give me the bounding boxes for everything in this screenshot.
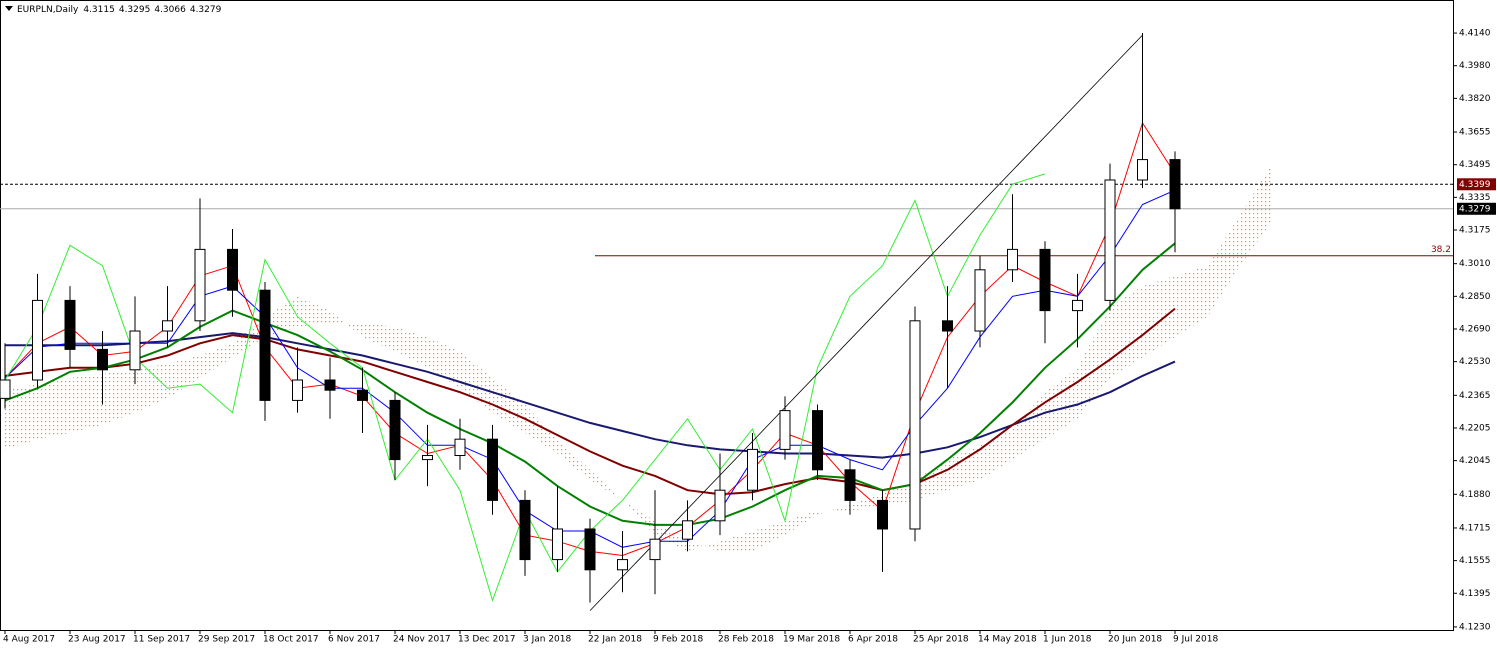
x-tick-label: 3 Jan 2018: [523, 635, 571, 645]
plot: 38.2: [0, 33, 1453, 611]
y-tick-label: 4.4140: [1459, 29, 1491, 39]
y-tick-label: 4.3980: [1459, 61, 1491, 71]
indicator-line: [5, 332, 1176, 459]
x-tick-label: 13 Dec 2017: [458, 635, 516, 645]
candle-body: [422, 455, 433, 461]
candle-body: [714, 489, 726, 522]
trendline: [589, 34, 1143, 611]
y-tick-label: 4.3820: [1459, 94, 1491, 104]
x-tick-label: 20 Jun 2018: [1108, 635, 1162, 645]
x-tick-label: 28 Feb 2018: [718, 635, 774, 645]
y-tick-label: 4.2530: [1459, 357, 1491, 367]
high: 4.3295: [119, 5, 151, 15]
plot-frame: [0, 0, 1454, 631]
x-tick-label: 24 Nov 2017: [393, 635, 451, 645]
y-tick-label: 4.2365: [1459, 391, 1491, 401]
low: 4.3066: [154, 5, 186, 15]
candle-body: [812, 410, 823, 471]
y-tick-label: 4.1395: [1459, 589, 1491, 599]
price-box: [1457, 178, 1496, 191]
candle-body: [1072, 299, 1083, 312]
candle-body: [129, 330, 141, 371]
x-tick-label: 14 May 2018: [978, 635, 1037, 645]
y-tick-label: 4.1555: [1459, 556, 1491, 566]
y-tick-label: 4.2045: [1459, 456, 1491, 466]
x-tick-label: 11 Sep 2017: [133, 635, 190, 645]
candle-body: [909, 320, 921, 530]
candle-body: [584, 528, 596, 571]
close: 4.3279: [190, 5, 222, 15]
y-tick-label: 4.2690: [1459, 324, 1491, 334]
symbol: EURPLN,Daily: [17, 5, 79, 15]
candle-body: [162, 320, 173, 332]
y-tick-label: 4.2850: [1459, 292, 1491, 302]
candle-body: [1104, 179, 1116, 301]
candle-body: [617, 559, 628, 571]
x-tick-label: 23 Aug 2017: [68, 635, 126, 645]
y-tick-label: 4.3175: [1459, 226, 1491, 236]
x-tick-label: 4 Aug 2017: [3, 635, 55, 645]
y-tick-label: 4.3655: [1459, 128, 1491, 138]
price-box: [1457, 202, 1496, 215]
x-tick-label: 9 Feb 2018: [653, 635, 704, 645]
x-tick-label: 25 Apr 2018: [913, 635, 969, 645]
candle-body: [357, 389, 368, 401]
candle-body: [259, 289, 271, 401]
candle-body: [32, 299, 43, 381]
y-tick-label: 4.1880: [1459, 490, 1491, 500]
candle-body: [1007, 248, 1018, 271]
chart-header: EURPLN,Daily 4.3115 4.3295 4.3066 4.3279: [17, 5, 222, 15]
candle-body: [454, 438, 466, 457]
candle-body: [292, 379, 303, 401]
candle-body: [1137, 159, 1148, 181]
candle-body: [942, 320, 953, 332]
y-tick-label: 4.3495: [1459, 160, 1491, 170]
candle-body: [97, 348, 108, 371]
candle-body: [194, 248, 206, 322]
x-tick-label: 29 Sep 2017: [198, 635, 255, 645]
candle-body: [779, 410, 791, 450]
candle-body: [324, 379, 336, 391]
fibo-label: 38.2: [1431, 245, 1451, 255]
candle-body: [1039, 248, 1051, 312]
candle-body: [552, 528, 563, 561]
price-label: 4.3279: [1459, 204, 1491, 214]
x-tick-label: 6 Apr 2018: [848, 635, 898, 645]
y-tick-label: 4.1230: [1459, 622, 1491, 632]
open: 4.3115: [83, 5, 115, 15]
candle-body: [877, 499, 888, 530]
candle-body: [64, 299, 76, 350]
candle-body: [974, 269, 986, 332]
candle-body: [747, 448, 758, 491]
indicator-line: [4, 307, 1176, 496]
x-tick-label: 22 Jan 2018: [588, 635, 642, 645]
candle-body: [487, 438, 498, 501]
menu-icon: [5, 6, 13, 11]
price-label: 4.3399: [1459, 180, 1491, 190]
x-tick-label: 1 Jun 2018: [1043, 635, 1092, 645]
candle-body: [682, 520, 693, 540]
x-tick-label: 19 Mar 2018: [783, 635, 840, 645]
candle-body: [844, 469, 856, 501]
candle-body: [0, 379, 11, 399]
candle-body: [389, 399, 401, 461]
candle-body: [519, 499, 531, 561]
candle-body: [1169, 159, 1181, 210]
x-tick-label: 6 Nov 2017: [328, 635, 380, 645]
x-tick-label: 9 Jul 2018: [1173, 635, 1218, 645]
y-tick-label: 4.2205: [1459, 423, 1491, 433]
candle-body: [649, 538, 661, 561]
y-tick-label: 4.1715: [1459, 523, 1491, 533]
y-tick-label: 4.3010: [1459, 259, 1491, 269]
y-tick-label: 4.3335: [1459, 193, 1491, 203]
candle-body: [227, 248, 238, 291]
x-tick-label: 18 Oct 2017: [263, 635, 319, 645]
